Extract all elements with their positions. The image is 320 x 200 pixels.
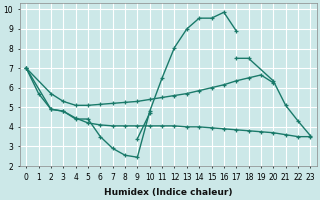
X-axis label: Humidex (Indice chaleur): Humidex (Indice chaleur) — [104, 188, 233, 197]
